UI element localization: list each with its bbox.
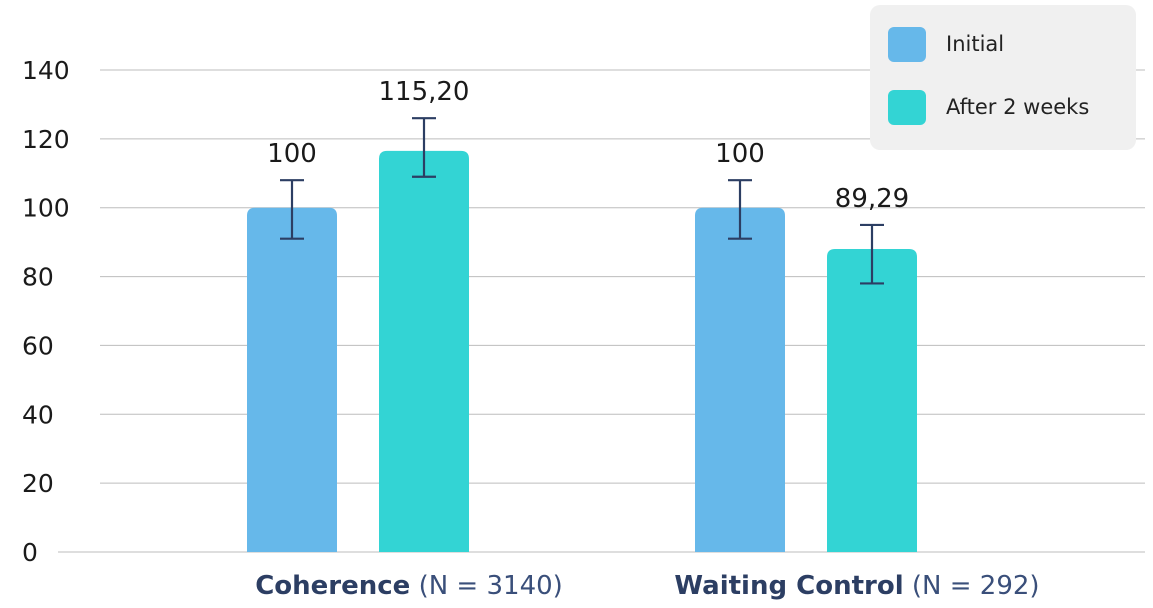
category-note: (N = 292) [904, 571, 1040, 601]
legend-label-after-2-weeks: After 2 weeks [946, 95, 1089, 119]
error-bar-coherence-initial [280, 179, 304, 240]
bar-waiting-control-after-2-weeks [827, 249, 917, 552]
category-label-waiting-control: Waiting Control (N = 292) [674, 571, 1039, 601]
value-labels: 100 100 115,20 89,29 [267, 77, 909, 214]
error-bar-waiting-control-initial [728, 179, 752, 240]
y-tick-label: 80 [22, 263, 54, 292]
error-bar-waiting-control-after-2-weeks [860, 223, 884, 285]
y-tick-label: 20 [22, 469, 54, 498]
category-label-coherence: Coherence (N = 3140) [255, 571, 563, 601]
category-name: Coherence [255, 571, 410, 601]
legend-label-initial: Initial [946, 32, 1004, 56]
y-tick-label: 40 [22, 400, 54, 429]
legend-background [870, 5, 1136, 150]
category-name: Waiting Control [674, 571, 903, 601]
value-label-coherence-after-2-weeks: 115,20 [379, 77, 470, 107]
y-tick-label: 0 [22, 538, 38, 567]
value-label-waiting-control-initial: 100 [715, 139, 765, 169]
y-axis-ticks: 0 20 40 60 80 100 120 140 [22, 56, 70, 567]
error-bar-coherence-after-2-weeks [412, 117, 436, 178]
legend: Initial After 2 weeks [870, 5, 1136, 150]
bar-waiting-control-initial [695, 207, 785, 552]
y-tick-label: 140 [22, 56, 70, 85]
bar-coherence-initial [247, 207, 337, 552]
legend-swatch-after-2-weeks [888, 90, 926, 125]
value-label-coherence-initial: 100 [267, 139, 317, 169]
y-tick-label: 60 [22, 331, 54, 360]
category-note: (N = 3140) [410, 571, 562, 601]
y-tick-label: 120 [22, 125, 70, 154]
legend-swatch-initial [888, 27, 926, 62]
y-tick-label: 100 [22, 194, 70, 223]
category-labels: Coherence (N = 3140) Waiting Control (N =… [255, 571, 1039, 601]
value-label-waiting-control-after-2-weeks: 89,29 [835, 184, 909, 214]
bar-coherence-after-2-weeks [379, 150, 469, 552]
bars [247, 150, 917, 552]
error-bars [280, 117, 884, 285]
